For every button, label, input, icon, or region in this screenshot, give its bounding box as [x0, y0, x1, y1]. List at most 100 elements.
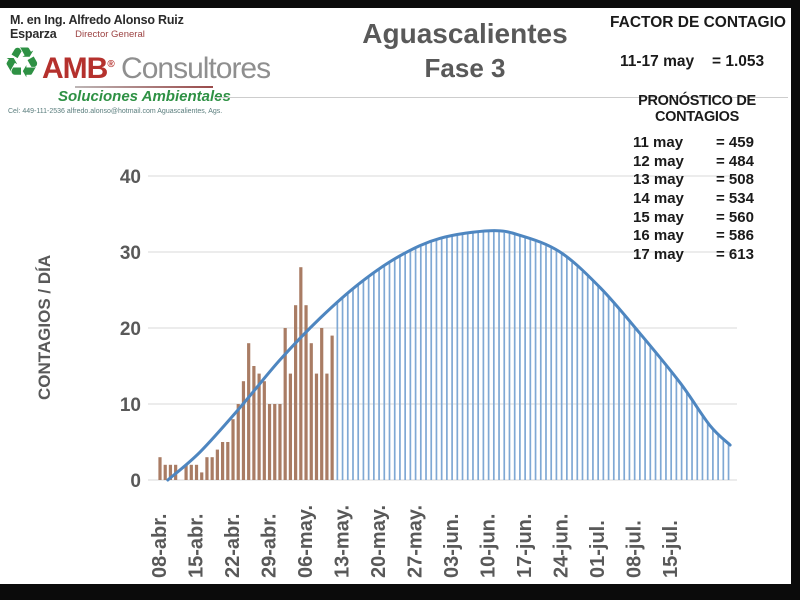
- right-border: [791, 0, 800, 600]
- header-divider-line: [214, 97, 788, 98]
- x-tick-label: 08-jul.: [624, 520, 646, 578]
- daily-contagion-bar: [247, 343, 251, 480]
- top-border: [0, 0, 800, 8]
- x-tick-label: 15-jul.: [660, 520, 682, 578]
- daily-contagion-bar: [189, 464, 193, 480]
- daily-contagion-bar: [278, 404, 282, 480]
- daily-contagion-bar: [320, 328, 324, 480]
- daily-contagion-bar: [288, 373, 292, 480]
- y-axis-title: CONTAGIOS / DÍA: [35, 255, 54, 400]
- forecast-value: = 459: [716, 134, 754, 151]
- daily-contagion-bar: [226, 442, 230, 480]
- x-tick-label: 22-abr.: [222, 514, 244, 578]
- forecast-row: 11 may = 459: [600, 134, 796, 153]
- factor-row: 11-17 may = 1.053: [600, 53, 796, 71]
- forecast-date: 12 may: [633, 152, 684, 170]
- x-tick-label: 03-jun.: [441, 514, 463, 578]
- daily-contagion-bar: [210, 457, 214, 480]
- x-tick-label: 29-abr.: [259, 514, 281, 578]
- forecast-date: 11 may: [633, 134, 684, 151]
- forecast-row: 16 may = 586: [600, 227, 796, 246]
- daily-contagion-bar: [231, 419, 235, 480]
- forecast-row: 17 may = 613: [600, 246, 796, 265]
- daily-contagion-bar: [309, 343, 313, 480]
- y-tick-label: 0: [130, 471, 141, 492]
- daily-contagion-bar: [299, 267, 303, 480]
- daily-contagion-bar: [252, 366, 256, 480]
- daily-contagion-bar: [194, 464, 199, 480]
- forecast-value: = 534: [716, 190, 754, 208]
- forecast-row: 14 may = 534: [600, 190, 796, 209]
- daily-contagion-bar: [314, 373, 319, 480]
- x-tick-label: 01-jul.: [587, 520, 609, 578]
- x-tick-label: 06-may.: [295, 505, 317, 578]
- registered-mark: ®: [107, 59, 114, 70]
- page-title-line1: Aguascalientes: [362, 18, 568, 49]
- daily-contagion-bar: [215, 449, 219, 480]
- daily-contagion-bar: [205, 457, 209, 480]
- daily-contagion-bar: [257, 373, 261, 480]
- forecast-table: 11 may = 459 12 may = 484 13 may = 508 14 may =…: [600, 134, 796, 265]
- x-tick-label: 17-jun.: [514, 514, 536, 578]
- daily-contagion-bar: [304, 305, 308, 480]
- brand-underline: [75, 86, 213, 88]
- daily-contagion-bar: [330, 335, 334, 480]
- forecast-value: = 484: [716, 152, 754, 170]
- x-tick-label: 13-may.: [332, 505, 354, 578]
- daily-contagion-bar: [267, 404, 272, 480]
- forecast-value: = 508: [716, 171, 754, 189]
- daily-contagion-bar: [184, 464, 188, 480]
- page-title-line2: Fase 3: [424, 53, 506, 83]
- y-tick-label: 40: [120, 167, 141, 188]
- x-tick-label: 15-abr.: [186, 514, 208, 578]
- bottom-border: [0, 584, 800, 600]
- forecast-heading: PRONÓSTICO DE CONTAGIOS: [638, 93, 756, 125]
- forecast-date: 17 may: [633, 246, 684, 264]
- daily-contagion-bar: [168, 464, 173, 480]
- daily-contagion-bar: [283, 328, 287, 480]
- forecast-date: 14 may: [633, 190, 684, 208]
- forecast-value: = 586: [716, 227, 754, 245]
- x-tick-label: 10-jun.: [478, 514, 500, 578]
- brand-consultores: Consultores: [113, 52, 271, 85]
- forecast-value: = 560: [716, 208, 754, 226]
- author-name: M. en Ing. Alfredo Alonso Ruiz Esparza: [10, 13, 184, 41]
- daily-contagion-bar: [325, 373, 329, 480]
- forecast-trend-curve: [166, 229, 732, 482]
- forecast-date: 15 may: [633, 208, 684, 226]
- y-tick-label: 10: [120, 395, 141, 416]
- daily-contagion-bar: [200, 472, 204, 480]
- y-tick-label: 20: [120, 319, 141, 340]
- daily-contagion-bar: [241, 381, 246, 480]
- author-title: Director General: [75, 29, 145, 40]
- factor-range-label: 11-17 may: [620, 53, 695, 70]
- daily-contagion-bar: [236, 404, 240, 480]
- brand-logo: AMB® Consultores: [42, 48, 271, 86]
- daily-contagion-bar: [163, 464, 167, 480]
- factor-range-value: = 1.053: [712, 53, 765, 70]
- brand-tagline: Soluciones Ambientales: [58, 88, 231, 105]
- x-tick-label: 27-may.: [405, 505, 427, 578]
- forecast-row: 15 may = 560: [600, 209, 796, 228]
- brand-amb: AMB: [42, 52, 108, 85]
- x-tick-label: 20-may.: [368, 505, 390, 578]
- forecast-date: 16 may: [633, 227, 684, 245]
- page-title: Aguascalientes Fase 3: [340, 18, 590, 83]
- forecast-row: 13 may = 508: [600, 171, 796, 190]
- contact-line: Cel: 449-111-2536 alfredo.alonso@hotmail…: [8, 108, 223, 115]
- daily-contagion-bar: [158, 457, 162, 480]
- recycle-icon: ♻: [3, 39, 41, 86]
- forecast-row: 12 may = 484: [600, 153, 796, 172]
- forecast-value: = 613: [716, 246, 754, 264]
- daily-contagion-bar: [262, 381, 266, 480]
- x-tick-label: 24-jun.: [551, 514, 573, 578]
- x-tick-label: 08-abr.: [149, 514, 171, 578]
- forecast-date: 13 may: [633, 171, 684, 189]
- daily-contagion-bar: [294, 305, 298, 480]
- factor-heading: FACTOR DE CONTAGIO: [610, 14, 786, 31]
- daily-contagion-bar: [220, 442, 225, 480]
- daily-contagion-bar: [273, 404, 277, 480]
- y-tick-label: 30: [120, 243, 141, 264]
